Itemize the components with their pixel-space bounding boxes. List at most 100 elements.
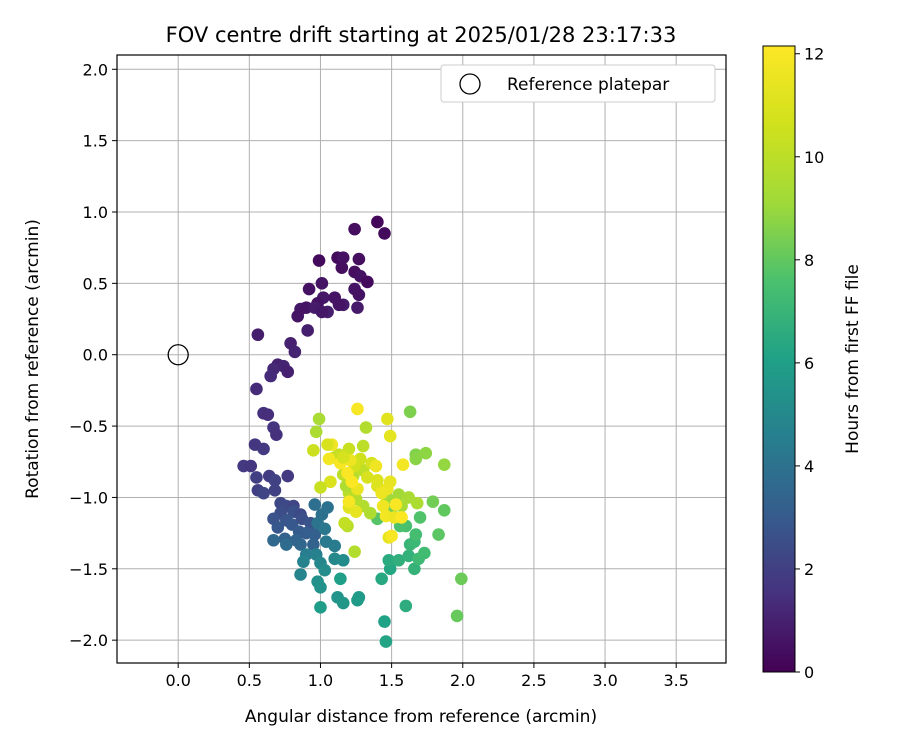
- data-point: [382, 553, 396, 567]
- data-point: [328, 539, 342, 553]
- data-point: [267, 533, 280, 547]
- data-point: [307, 538, 320, 551]
- data-point: [351, 593, 364, 607]
- colorbar-tick-label: 2: [804, 560, 814, 579]
- y-tick-label: 1.0: [83, 203, 108, 222]
- legend: Reference platepar: [440, 64, 716, 103]
- data-point: [268, 484, 282, 497]
- data-point: [396, 458, 410, 471]
- data-point: [257, 442, 270, 456]
- data-point: [375, 486, 388, 500]
- data-point: [281, 365, 295, 379]
- legend-box: [440, 64, 716, 103]
- x-tick-label: 0.5: [237, 671, 262, 690]
- x-tick-label: 2.5: [521, 671, 546, 690]
- legend-marker-icon: [459, 73, 481, 95]
- data-point: [251, 328, 265, 342]
- y-axis-ticks: −2.0 −1.5 −1.0 −0.5 0.0 0.5 1.0 1.5 2.0: [69, 60, 117, 650]
- x-tick-label: 3.5: [663, 671, 688, 690]
- colorbar-tick-label: 6: [804, 354, 814, 373]
- data-point: [378, 227, 391, 240]
- data-point: [307, 444, 320, 457]
- data-point: [409, 528, 423, 541]
- data-point: [271, 521, 285, 534]
- data-point: [308, 498, 322, 511]
- data-point: [356, 439, 370, 453]
- data-point: [261, 408, 275, 421]
- data-point: [395, 511, 408, 524]
- data-point: [312, 254, 326, 267]
- data-point: [314, 601, 327, 614]
- data-point: [376, 499, 390, 513]
- data-point: [314, 481, 327, 494]
- data-point: [336, 553, 350, 567]
- data-point: [336, 596, 350, 610]
- data-point: [349, 505, 363, 519]
- data-point: [336, 451, 350, 464]
- legend-label: Reference platepar: [507, 75, 669, 95]
- data-point: [389, 498, 403, 511]
- data-point: [318, 522, 332, 536]
- data-point: [351, 402, 364, 416]
- y-tick-label: −1.5: [69, 560, 108, 579]
- data-point: [359, 421, 373, 434]
- data-point: [250, 471, 263, 484]
- data-point: [312, 412, 326, 426]
- data-point: [352, 288, 366, 302]
- data-point: [351, 301, 364, 314]
- data-point: [369, 459, 383, 473]
- colorbar-tick-label: 4: [804, 457, 814, 476]
- data-point: [308, 528, 322, 541]
- data-point: [314, 581, 327, 594]
- data-point: [338, 516, 351, 530]
- data-point: [455, 572, 468, 586]
- y-tick-label: 1.5: [83, 132, 108, 151]
- data-point: [294, 538, 307, 551]
- data-point: [352, 252, 366, 266]
- colorbar-tick-label: 0: [804, 663, 814, 682]
- data-point: [348, 222, 361, 236]
- data-point: [410, 496, 424, 510]
- data-point: [381, 412, 394, 426]
- data-point: [375, 572, 388, 586]
- data-point: [268, 474, 282, 487]
- colorbar-ticks: 0 2 4 6 8 10 12: [795, 45, 824, 682]
- data-point: [426, 495, 440, 509]
- data-point: [345, 475, 359, 489]
- data-point: [419, 446, 433, 460]
- data-point: [291, 309, 305, 323]
- data-point: [302, 282, 316, 296]
- x-tick-label: 0.0: [165, 671, 190, 690]
- x-tick-label: 2.0: [450, 671, 475, 690]
- data-point: [413, 511, 427, 524]
- data-point: [334, 572, 347, 586]
- data-point: [399, 599, 413, 613]
- data-point: [309, 425, 323, 439]
- y-tick-label: 0.0: [83, 346, 108, 365]
- data-point: [432, 528, 445, 541]
- data-point: [301, 324, 314, 337]
- data-point: [297, 555, 310, 568]
- x-tick-label: 3.0: [592, 671, 617, 690]
- data-point: [250, 382, 263, 396]
- data-point: [361, 471, 374, 484]
- data-point: [270, 428, 283, 441]
- y-tick-label: −0.5: [69, 417, 108, 436]
- data-point: [294, 568, 307, 581]
- data-point: [342, 495, 356, 509]
- data-point: [324, 475, 337, 489]
- x-axis-ticks: 0.0 0.5 1.0 1.5 2.0 2.5 3.0 3.5: [165, 663, 689, 690]
- data-point: [336, 251, 350, 264]
- data-point: [332, 298, 346, 312]
- data-point: [315, 305, 329, 319]
- data-point: [361, 275, 374, 289]
- y-tick-label: 2.0: [83, 60, 108, 79]
- reference-marker: [167, 344, 189, 366]
- colorbar-gradient: [762, 45, 796, 673]
- colorbar-label: Hours from first FF file: [843, 264, 863, 454]
- colorbar: 0 2 4 6 8 10 12 Hours from first FF file: [762, 45, 863, 682]
- data-point: [408, 562, 421, 576]
- data-point: [409, 452, 423, 466]
- colorbar-tick-label: 8: [804, 251, 814, 270]
- data-point: [371, 215, 384, 229]
